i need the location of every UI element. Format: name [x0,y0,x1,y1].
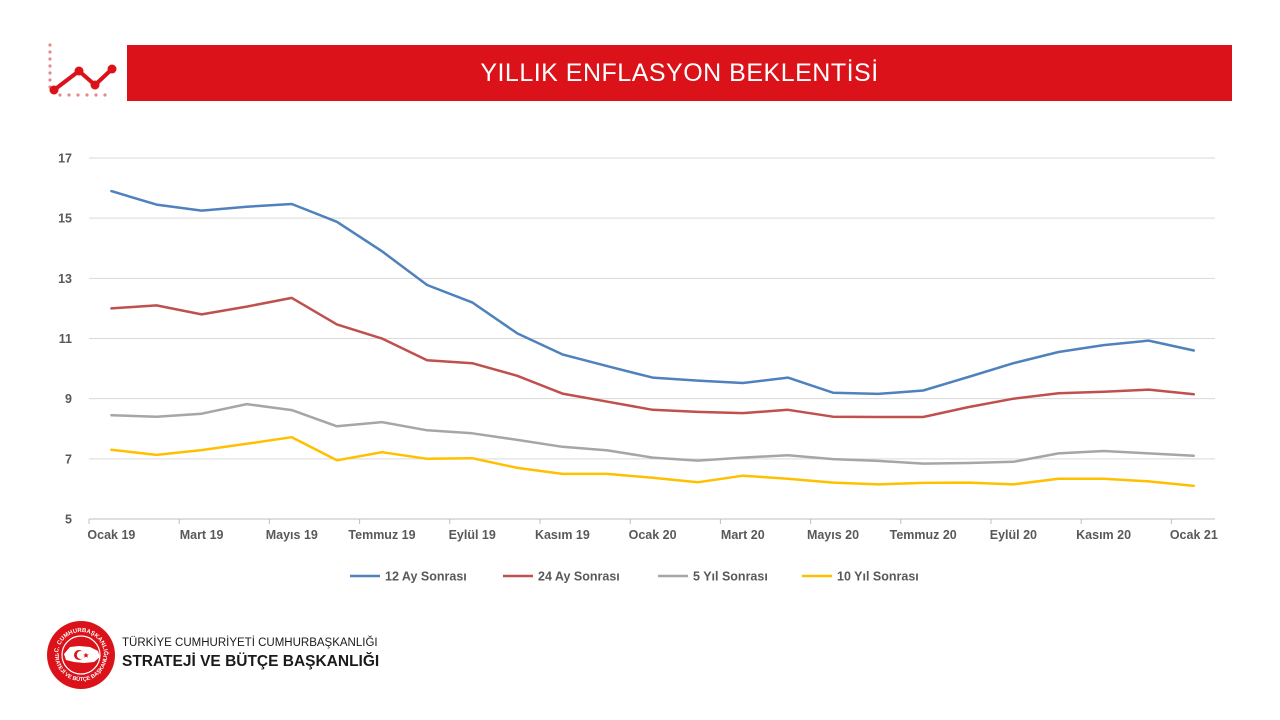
series-line-1 [110,189,1196,396]
title-bar: YILLIK ENFLASYON BEKLENTİSİ [127,45,1232,101]
series-line-3 [110,402,1196,465]
org-name-line2: STRATEJİ VE BÜTÇE BAŞKANLIĞI [122,653,380,670]
y-tick-label: 15 [58,212,72,226]
legend-label: 5 Yıl Sonrası [693,570,768,584]
seal-logo: T.C. CUMHURBAŞKANLIĞI STRATEJİ VE BÜTÇE … [46,620,115,689]
org-name-line1: TÜRKİYE CUMHURİYETİ CUMHURBAŞKANLIĞI [122,637,378,649]
series-line-4 [110,435,1196,488]
trend-line-icon [48,43,117,97]
series-line-2 [110,296,1196,419]
legend-label: 10 Yıl Sonrası [837,570,919,584]
x-tick-label: Mayıs 19 [266,528,318,542]
footer: T.C. CUMHURBAŞKANLIĞI STRATEJİ VE BÜTÇE … [46,620,466,690]
x-tick-label: Mayıs 20 [807,528,859,542]
legend-label: 24 Ay Sonrası [538,570,620,584]
x-tick-label: Temmuz 19 [348,528,415,542]
page-title: YILLIK ENFLASYON BEKLENTİSİ [480,58,879,87]
x-tick-label: Ocak 20 [629,528,677,542]
y-tick-label: 13 [58,272,72,286]
y-tick-label: 7 [65,452,72,466]
y-tick-label: 17 [58,152,72,166]
x-tick-label: Mart 19 [180,528,224,542]
chart-axes: 5 7 9 11 13 15 17 Ocak 19 Mart 19 Mayıs 19 Temmuz … [58,152,1218,543]
x-tick-label: Temmuz 20 [890,528,957,542]
x-tick-label: Eylül 20 [990,528,1037,542]
chart-gridlines [89,157,1215,460]
legend-label: 12 Ay Sonrası [385,570,467,584]
chart-series [110,189,1196,488]
x-tick-label: Ocak 19 [87,528,135,542]
y-tick-label: 9 [65,392,72,406]
chart-legend: 12 Ay Sonrası 24 Ay Sonrası 5 Yıl Sonrası 1… [350,570,919,584]
x-tick-label: Ocak 21 [1170,528,1218,542]
x-tick-label: Kasım 19 [535,528,590,542]
x-tick-label: Kasım 20 [1076,528,1131,542]
y-tick-label: 5 [65,513,72,527]
x-tick-label: Mart 20 [721,528,765,542]
y-tick-label: 11 [59,332,72,346]
x-tick-label: Eylül 19 [449,528,496,542]
